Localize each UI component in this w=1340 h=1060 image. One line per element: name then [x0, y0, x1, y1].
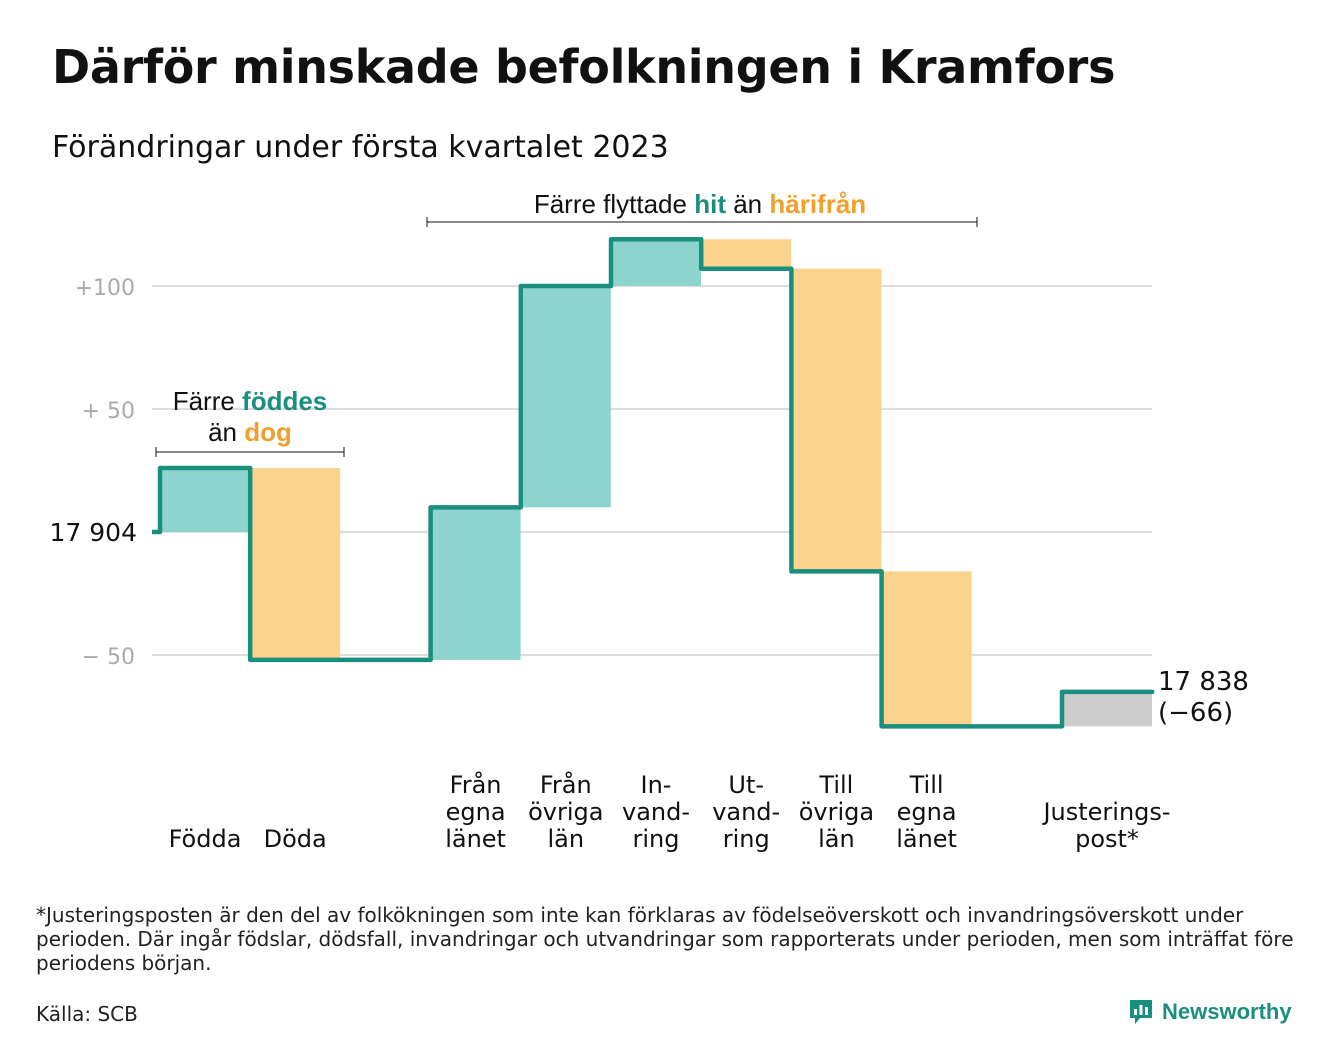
bar-decrease	[250, 468, 341, 660]
births-annotation-line1: Färre föddes	[173, 386, 328, 416]
x-category-label: länet	[896, 825, 957, 853]
y-tick-label: − 50	[82, 645, 135, 670]
x-category-label: Födda	[169, 825, 242, 853]
bars	[160, 239, 1152, 727]
cumulative-line	[152, 237, 1155, 729]
x-category-label: Justerings-	[1041, 798, 1170, 826]
x-category-label: ring	[723, 825, 770, 853]
x-category-label: Från	[450, 770, 502, 799]
source-label: Källa: SCB	[36, 1002, 138, 1026]
bar-increase	[160, 468, 250, 532]
newsworthy-logo: Newsworthy	[1128, 998, 1292, 1026]
x-category-label: vand-	[712, 798, 780, 826]
end-change-label: (−66)	[1158, 698, 1233, 728]
x-category-label: Till	[818, 771, 853, 799]
x-category-label: övriga	[528, 798, 603, 826]
x-category-label: Från	[540, 770, 592, 799]
chart-subtitle: Förändringar under första kvartalet 2023	[52, 130, 669, 165]
bar-adjustment	[1062, 691, 1152, 727]
x-category-label: egna	[446, 798, 506, 826]
migration-annotation: Färre flyttade hit än härifrån	[426, 189, 978, 227]
y-tick-label: +100	[75, 276, 135, 301]
x-category-label: länet	[445, 825, 506, 853]
x-category-label: vand-	[622, 798, 690, 826]
x-category-label: län	[548, 825, 585, 853]
brand-name: Newsworthy	[1162, 999, 1292, 1024]
y-tick-label: + 50	[82, 399, 135, 424]
chart-title: Därför minskade befolkningen i Kramfors	[52, 40, 1116, 94]
newsworthy-icon	[1130, 1000, 1152, 1024]
x-category-label: post*	[1075, 825, 1139, 853]
bar-increase	[611, 239, 701, 286]
x-category-label: Ut-	[728, 771, 764, 799]
y-axis-tick-labels: +100 + 50 17 904 − 50	[50, 276, 137, 670]
x-category-label: Till	[909, 771, 944, 799]
migration-annotation-text: Färre flyttade hit än härifrån	[534, 189, 866, 219]
x-category-label: övriga	[799, 798, 874, 826]
cumulative-step-line	[152, 237, 1155, 729]
x-category-label: Döda	[264, 825, 327, 853]
bar-decrease	[791, 268, 882, 572]
footnote: *Justeringsposten är den del av folkökni…	[36, 903, 1294, 975]
x-category-label: egna	[897, 798, 957, 826]
bar-increase	[520, 286, 611, 508]
births-annotation: Färre föddes än dog	[155, 386, 345, 457]
bar-decrease	[701, 239, 792, 269]
births-annotation-line2: än dog	[208, 417, 292, 447]
start-value-label: 17 904	[50, 518, 137, 547]
x-category-label: In-	[641, 771, 672, 799]
bar-decrease	[881, 571, 972, 727]
x-axis-category-labels: Födda DödaFrånegnalänetFrånövrigalänIn-va…	[169, 770, 1171, 853]
x-category-label: ring	[633, 825, 680, 853]
end-value-label: 17 838	[1158, 667, 1249, 697]
bar-increase	[430, 507, 521, 660]
x-category-label: län	[818, 825, 855, 853]
